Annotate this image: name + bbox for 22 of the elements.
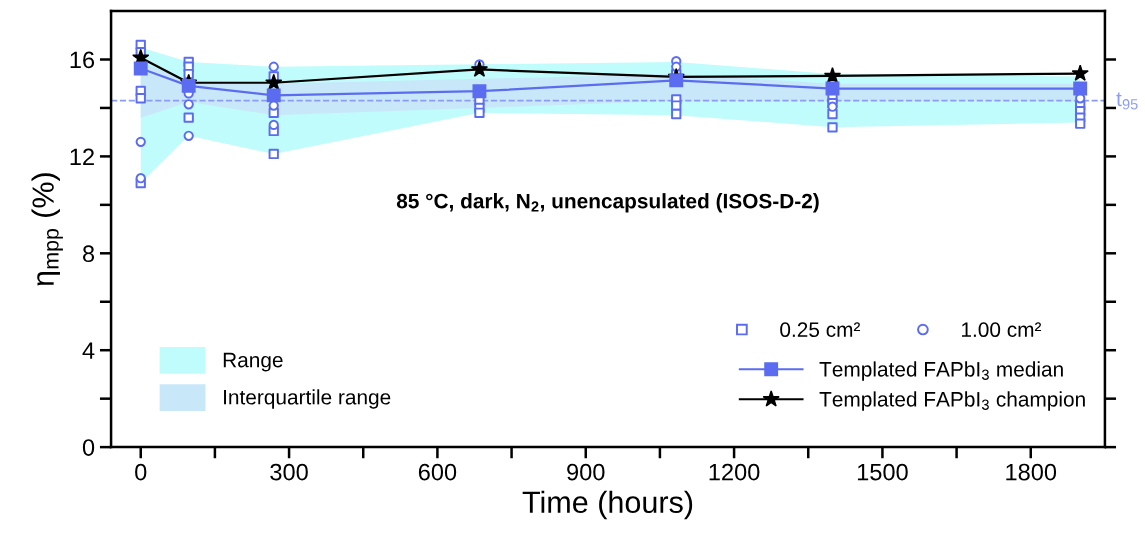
x-tick-label: 1200 <box>709 463 760 481</box>
legend-label: 1.00 cm² <box>962 322 1042 338</box>
x-tick-label: 600 <box>418 463 457 481</box>
y-tick-label: 12 <box>70 148 94 165</box>
y-axis-title: η$_{mpp}$ (%) <box>31 173 63 286</box>
y-tick-label: 4 <box>82 342 95 359</box>
x-tick-label: 1800 <box>1006 463 1057 481</box>
y-tick-label: 0 <box>82 439 95 456</box>
annotation: 85 °C, dark, N$_{2}$, unencapsulated (ISOS-D-2) <box>396 193 819 213</box>
legend-label: Templated FAPbI$_{3}$ median <box>819 361 1063 381</box>
x-tick-label: 0 <box>135 463 147 481</box>
legend-label: Templated FAPbI$_{3}$ champion <box>819 391 1085 411</box>
x-axis-title: Time (hours) <box>522 490 693 520</box>
legend-label: Range <box>223 352 283 372</box>
x-tick-label: 900 <box>567 463 605 481</box>
y-tick-label: 8 <box>82 245 95 263</box>
y-tick-label: 16 <box>70 51 95 69</box>
ref-line-label: t$_{95}$ <box>1116 92 1138 110</box>
legend-label: Interquartile range <box>224 389 391 409</box>
x-tick-label: 300 <box>270 463 308 481</box>
legend-label: 0.25 cm² <box>780 322 861 338</box>
x-tick-label: 1500 <box>857 463 908 481</box>
